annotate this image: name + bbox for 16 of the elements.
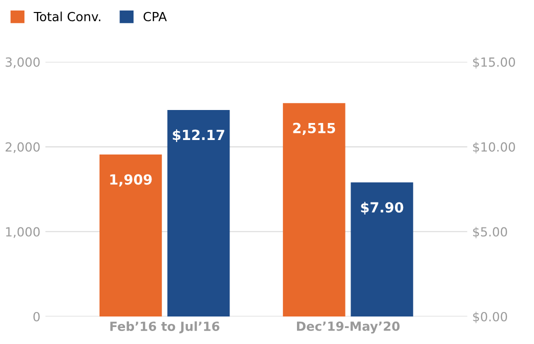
data-label: 2,515	[293, 122, 336, 136]
y-tick-label: 3,000	[6, 57, 40, 68]
legend-label: CPA	[144, 12, 167, 22]
y-tick-label: 2,000	[6, 142, 40, 153]
y-tick-label: 1,000	[6, 227, 40, 238]
y2-tick-label: $5.00	[473, 226, 508, 238]
y-tick-label: 0	[33, 312, 40, 322]
y2-tick-label: $10.00	[473, 142, 516, 154]
x-tick-label: Feb’16 to Jul’16	[110, 321, 220, 334]
data-label: $7.90	[361, 202, 404, 214]
data-label: $12.17	[172, 129, 224, 142]
legend-label: Total Conv.	[34, 12, 100, 22]
data-label: 1,909	[110, 174, 152, 186]
y2-tick-label: $0.00	[473, 312, 508, 324]
y2-tick-label: $15.00	[473, 57, 516, 69]
x-tick-label: Dec’19-May’20	[296, 321, 400, 334]
